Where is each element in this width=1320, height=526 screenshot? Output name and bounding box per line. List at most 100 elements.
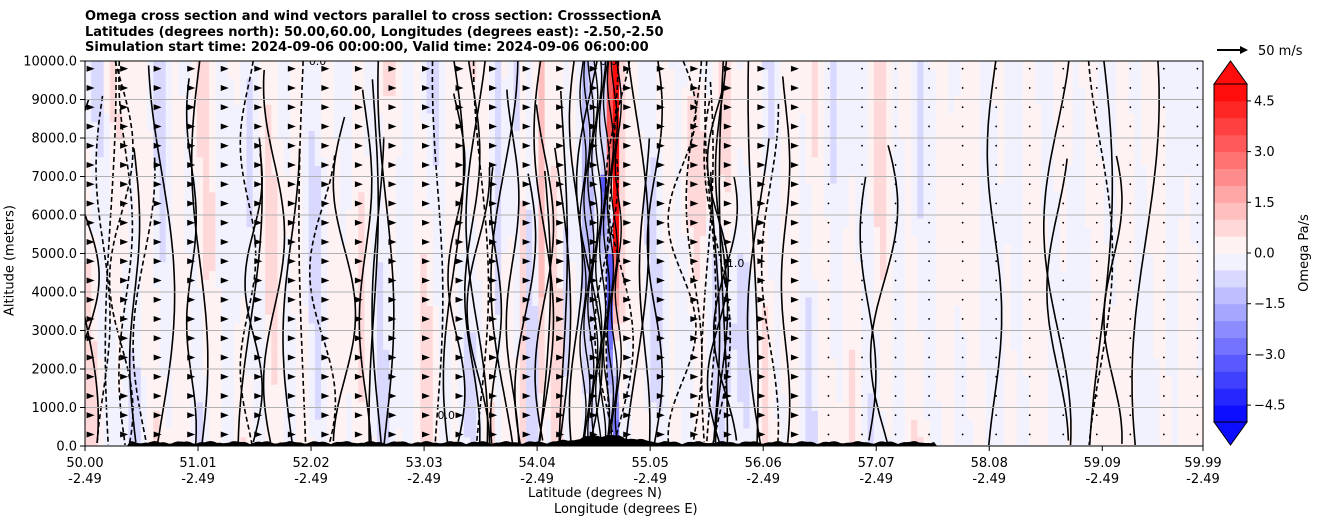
omega-cell — [364, 209, 372, 220]
omega-cell — [439, 384, 446, 395]
omega-cell — [774, 209, 782, 220]
omega-cell — [432, 358, 440, 368]
omega-cell — [407, 104, 415, 115]
omega-cell — [122, 393, 130, 403]
omega-cell — [196, 131, 204, 141]
omega-cell — [637, 271, 645, 281]
omega-cell — [178, 157, 185, 167]
omega-cell — [755, 402, 763, 412]
omega-cell — [768, 358, 776, 368]
omega-cell — [662, 271, 670, 281]
omega-cell — [190, 402, 198, 412]
omega-cell — [681, 218, 689, 228]
omega-cell — [128, 96, 136, 106]
omega-cell — [178, 428, 185, 438]
omega-cell — [283, 218, 291, 228]
omega-cell — [743, 183, 751, 193]
omega-cell — [209, 131, 217, 141]
omega-cell — [352, 61, 359, 71]
omega-cell — [196, 122, 204, 132]
omega-cell — [575, 262, 583, 272]
omega-cell — [712, 78, 720, 88]
omega-cell — [140, 419, 148, 430]
omega-cell — [687, 87, 695, 97]
omega-cell — [203, 201, 210, 211]
omega-cell — [681, 314, 689, 325]
omega-cell — [693, 183, 701, 193]
omega-cell — [575, 428, 583, 438]
omega-cell — [476, 341, 484, 351]
omega-cell — [265, 113, 272, 123]
omega-cell — [314, 288, 322, 298]
omega-cell — [699, 78, 707, 88]
omega-cell — [190, 288, 198, 298]
omega-cell — [762, 113, 769, 123]
omega-cell — [637, 402, 645, 412]
omega-cell — [258, 419, 266, 430]
omega-cell — [718, 384, 726, 395]
omega-cell — [153, 297, 161, 307]
omega-cell — [333, 349, 341, 360]
omega-cell — [581, 349, 589, 360]
omega-cell — [451, 148, 459, 158]
omega-cell — [364, 87, 372, 97]
omega-cell — [457, 244, 465, 255]
omega-cell — [147, 148, 154, 158]
omega-cell — [768, 236, 776, 246]
omega-cell — [432, 96, 440, 106]
omega-cell — [470, 306, 477, 316]
omega-cell — [637, 78, 645, 88]
omega-cell — [240, 227, 248, 237]
omega-cell — [159, 341, 167, 351]
omega-cell — [532, 271, 540, 281]
omega-cell — [774, 157, 782, 167]
omega-cell — [140, 218, 148, 228]
omega-cell — [699, 87, 707, 97]
omega-cell — [116, 122, 123, 132]
omega-cell — [339, 411, 347, 421]
omega-cell — [532, 122, 540, 132]
omega-cell — [234, 323, 241, 333]
omega-cell — [544, 437, 552, 446]
omega-cell — [221, 349, 229, 360]
omega-cell — [277, 218, 285, 228]
omega-cell — [407, 218, 415, 228]
omega-cell — [153, 69, 161, 80]
omega-cell — [122, 104, 130, 115]
omega-cell — [401, 393, 409, 403]
omega-cell — [724, 87, 732, 97]
omega-cell — [227, 113, 235, 123]
omega-cell — [358, 349, 366, 360]
omega-cell — [234, 349, 241, 360]
omega-cell — [550, 393, 558, 403]
omega-cell — [147, 174, 154, 185]
omega-cell — [265, 411, 272, 421]
omega-cell — [122, 61, 130, 71]
omega-cell — [544, 419, 552, 430]
omega-cell — [171, 411, 179, 421]
omega-cell — [439, 157, 446, 167]
omega-cell — [283, 122, 291, 132]
omega-cell — [519, 367, 527, 377]
omega-cell — [196, 96, 204, 106]
omega-cell — [463, 384, 471, 395]
omega-cell — [370, 341, 378, 351]
omega-cell — [513, 104, 521, 115]
omega-cell — [730, 244, 738, 255]
omega-cell — [681, 279, 689, 290]
omega-cell — [314, 271, 322, 281]
omega-cell — [370, 201, 378, 211]
omega-cell — [265, 69, 272, 80]
omega-cell — [358, 262, 366, 272]
omega-cell — [538, 297, 546, 307]
omega-cell — [128, 166, 136, 176]
omega-cell — [575, 192, 583, 202]
omega-cell — [656, 131, 664, 141]
omega-cell — [619, 341, 626, 351]
omega-cell — [302, 367, 310, 377]
omega-cell — [488, 131, 496, 141]
omega-cell — [780, 122, 788, 132]
omega-cell — [706, 323, 713, 333]
omega-cell — [637, 131, 645, 141]
omega-cell — [532, 306, 540, 316]
